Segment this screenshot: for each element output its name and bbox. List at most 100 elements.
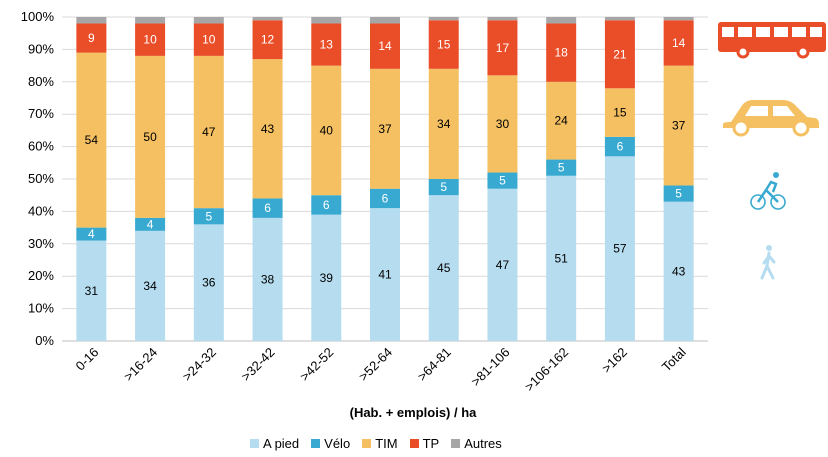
data-label: 43: [672, 264, 686, 278]
data-label: 13: [320, 38, 334, 52]
data-label: 34: [437, 117, 451, 131]
bar-segment: [76, 17, 107, 24]
y-tick-label: 90%: [28, 41, 54, 56]
legend-label: TP: [422, 436, 440, 451]
y-tick-label: 80%: [28, 74, 54, 89]
bar-segment: [135, 23, 166, 56]
y-tick-label: 70%: [28, 106, 54, 121]
data-label: 40: [320, 123, 334, 137]
bar-segment: [311, 195, 342, 215]
x-tick-label: >52-64: [356, 345, 395, 384]
bar-segment: [76, 240, 107, 341]
data-label: 15: [613, 106, 627, 120]
data-label: 30: [496, 117, 510, 131]
bar-segment: [546, 175, 577, 341]
x-tick-label: >64-81: [414, 345, 453, 384]
bar-segment: [428, 195, 459, 341]
bar-segment: [311, 17, 342, 24]
data-label: 38: [261, 272, 275, 286]
transport-icons: [718, 22, 826, 280]
y-tick-label: 20%: [28, 268, 54, 283]
data-label: 18: [555, 46, 569, 60]
data-label: 47: [202, 125, 216, 139]
legend-item: Vélo: [311, 436, 350, 451]
bar-segment: [193, 17, 224, 24]
x-tick-label: >42-52: [297, 345, 336, 384]
cyclist-icon: [750, 172, 786, 210]
bar-segment: [76, 52, 107, 228]
bar-segment: [428, 68, 459, 179]
bar-segment: [487, 172, 518, 189]
x-tick-label: >32-42: [238, 345, 277, 384]
data-label: 37: [672, 119, 686, 133]
legend-item: TIM: [362, 436, 398, 451]
bar-segment: [487, 75, 518, 173]
bar-segment: [604, 17, 635, 21]
x-axis-title: (Hab. + emplois) / ha: [350, 405, 478, 420]
bar-segment: [546, 17, 577, 24]
data-label: 24: [555, 114, 569, 128]
bar-segment: [193, 224, 224, 341]
bar-segment: [604, 156, 635, 341]
legend-label: A pied: [263, 436, 300, 451]
legend-item: Autres: [451, 436, 502, 451]
data-label: 5: [205, 209, 212, 223]
x-tick-label: >106-162: [522, 345, 572, 395]
data-label: 41: [378, 268, 392, 282]
car-icon: [723, 100, 819, 137]
legend-swatch: [451, 439, 461, 448]
bar-segment: [311, 23, 342, 66]
bar-segment: [663, 185, 694, 202]
data-label: 39: [320, 271, 334, 285]
bar-segment: [370, 23, 400, 69]
data-label: 4: [88, 227, 95, 241]
bar-segment: [546, 23, 577, 82]
bar-segment: [76, 23, 107, 53]
data-label: 6: [617, 140, 624, 154]
bar-segment: [370, 188, 400, 209]
legend-swatch: [250, 439, 259, 448]
y-tick-label: 0%: [35, 333, 54, 348]
y-tick-label: 60%: [28, 139, 54, 154]
legend-swatch: [311, 439, 321, 448]
bar-segment: [311, 214, 342, 341]
y-tick-label: 40%: [28, 203, 54, 218]
x-tick-label: >16-24: [121, 345, 160, 384]
bar-segment: [663, 20, 694, 66]
x-tick-label: Total: [659, 344, 689, 374]
y-tick-label: 10%: [28, 301, 54, 316]
data-label: 36: [202, 276, 216, 290]
data-label: 5: [499, 174, 506, 188]
bar-segment: [193, 55, 224, 209]
data-label: 6: [382, 191, 389, 205]
bar-segment: [487, 20, 518, 76]
data-label: 10: [202, 33, 216, 47]
bar-segment: [487, 188, 518, 341]
bar-segment: [370, 208, 400, 341]
bar-segment: [135, 55, 166, 218]
bar-segment: [663, 201, 694, 341]
bar-segment: [604, 136, 635, 157]
bar-segment: [76, 227, 107, 241]
bar-segment: [252, 59, 283, 199]
data-label: 6: [264, 201, 271, 215]
pedestrian-icon: [760, 245, 776, 280]
bar-segment: [193, 208, 224, 225]
bus-icon: [718, 22, 826, 59]
data-label: 34: [143, 279, 157, 293]
y-axis: 0% 10% 20% 30% 40% 50% 60% 70% 80% 90% 100%: [21, 9, 708, 348]
bar-segment: [663, 65, 694, 186]
data-label: 17: [496, 41, 510, 55]
bar-segment: [604, 88, 635, 137]
data-label: 14: [672, 36, 686, 50]
bar-segment: [546, 81, 577, 160]
data-label: 37: [378, 122, 392, 136]
legend-swatch: [409, 439, 419, 448]
data-label: 9: [88, 31, 95, 45]
bar-segment: [428, 179, 459, 196]
x-tick-label: >81-106: [468, 345, 513, 390]
bar-segment: [370, 68, 400, 189]
data-label: 15: [437, 38, 451, 52]
data-label: 50: [143, 130, 157, 144]
